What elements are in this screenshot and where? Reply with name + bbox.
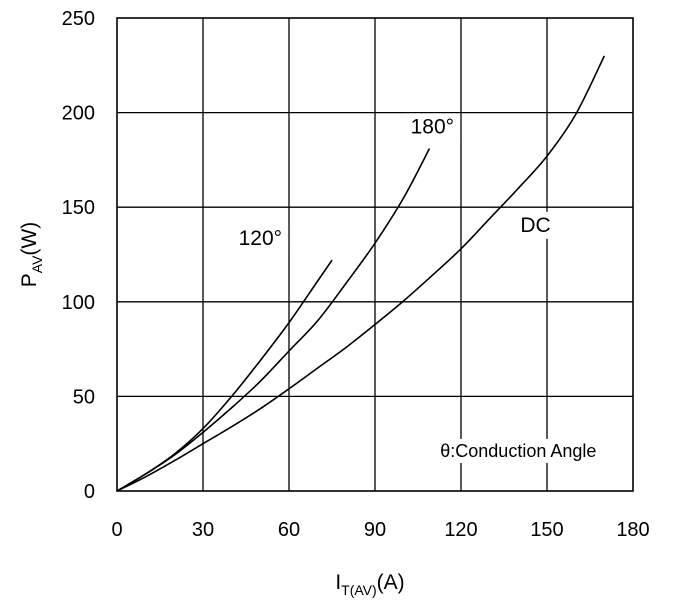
label-dc-background bbox=[492, 211, 579, 239]
plot-frame bbox=[116, 17, 634, 492]
y-tick-label: 250 bbox=[62, 8, 95, 30]
y-tick-label: 50 bbox=[73, 386, 95, 408]
x-axis-label-main: I bbox=[335, 571, 341, 594]
y-axis-label: PAV(W) bbox=[18, 222, 45, 287]
x-axis-label-sub: T(AV) bbox=[341, 582, 377, 598]
y-axis-label-sub: AV bbox=[29, 255, 45, 273]
x-axis-label-unit: (A) bbox=[377, 571, 405, 594]
y-axis-label-unit: (W) bbox=[18, 222, 41, 256]
x-tick-label: 180 bbox=[616, 519, 649, 541]
y-tick-label: 150 bbox=[62, 197, 95, 219]
conduction-angle-note: θ:Conduction Angle bbox=[440, 441, 596, 461]
series-curves bbox=[116, 55, 606, 492]
y-tick-label: 200 bbox=[62, 103, 95, 125]
series-label-120: 120° bbox=[239, 227, 282, 250]
y-tick-label: 100 bbox=[62, 292, 95, 314]
series-line bbox=[116, 55, 606, 492]
series-label-dc: DC bbox=[520, 214, 550, 237]
x-tick-label: 120 bbox=[444, 519, 477, 541]
x-tick-label: 30 bbox=[192, 519, 214, 541]
x-tick-label: 60 bbox=[278, 519, 300, 541]
gridlines bbox=[117, 18, 633, 491]
label-180-background bbox=[404, 113, 461, 141]
series-line bbox=[116, 148, 431, 492]
tick-labels: 0 30 60 90 120 150 180 0 50 100 150 200 250 bbox=[62, 8, 650, 541]
x-tick-label: 150 bbox=[530, 519, 563, 541]
x-tick-label: 0 bbox=[111, 519, 122, 541]
x-axis-label: IT(AV)(A) bbox=[335, 571, 404, 598]
x-tick-label: 90 bbox=[364, 519, 386, 541]
y-axis-label-main: P bbox=[18, 273, 41, 287]
y-tick-label: 0 bbox=[84, 481, 95, 503]
note-background bbox=[426, 438, 611, 463]
label-120-background bbox=[232, 225, 289, 253]
series-line bbox=[116, 259, 333, 492]
series-label-180: 180° bbox=[411, 115, 454, 138]
